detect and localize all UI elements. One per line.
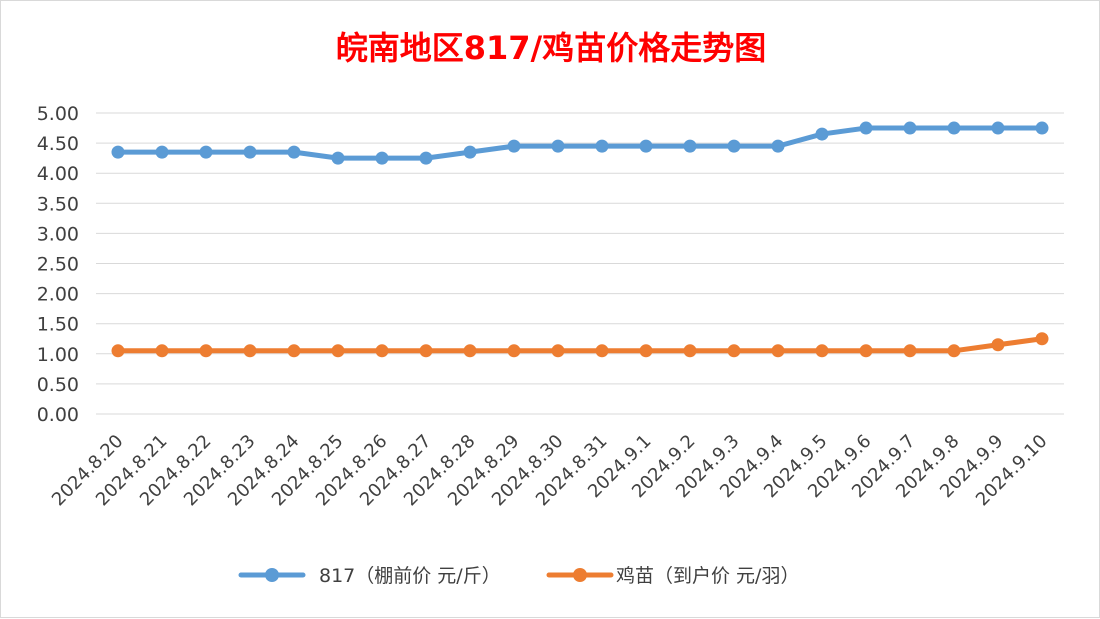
data-point — [111, 145, 125, 159]
data-point — [287, 145, 301, 159]
data-point — [639, 139, 653, 153]
data-point — [639, 344, 653, 358]
data-point — [595, 344, 609, 358]
data-point — [375, 344, 389, 358]
data-point — [771, 139, 785, 153]
data-point — [507, 139, 521, 153]
gridlines — [96, 112, 1064, 415]
data-point — [859, 121, 873, 135]
series-line — [115, 125, 1045, 161]
data-point — [727, 139, 741, 153]
data-point — [683, 139, 697, 153]
y-tick-label: 5.00 — [37, 103, 79, 125]
data-point — [815, 127, 829, 141]
y-tick-label: 1.00 — [37, 344, 79, 366]
y-tick-label: 3.00 — [37, 223, 79, 245]
data-point — [903, 121, 917, 135]
data-point — [991, 121, 1005, 135]
legend-item: 817（棚前价 元/斤） — [238, 565, 501, 587]
y-tick-label: 2.00 — [37, 284, 79, 306]
series-1 — [111, 121, 1049, 165]
data-point — [287, 344, 301, 358]
y-tick-label: 1.50 — [37, 314, 79, 336]
data-point — [111, 344, 125, 358]
data-point — [331, 344, 345, 358]
chart-title: 皖南地区817/鸡苗价格走势图 — [336, 29, 767, 67]
y-tick-label: 3.50 — [37, 193, 79, 215]
y-tick-label: 0.00 — [37, 404, 79, 426]
legend-marker — [265, 568, 279, 582]
y-tick-label: 4.50 — [37, 133, 79, 155]
data-point — [331, 151, 345, 165]
series-line — [115, 336, 1045, 354]
data-point — [727, 344, 741, 358]
legend-label: 鸡苗（到户价 元/羽） — [616, 565, 799, 587]
legend-label: 817（棚前价 元/斤） — [319, 565, 501, 587]
legend: 817（棚前价 元/斤） 鸡苗（到户价 元/羽） — [238, 565, 799, 587]
data-point — [507, 344, 521, 358]
x-axis-tick-labels: 2024.8.202024.8.212024.8.222024.8.232024… — [48, 431, 1052, 511]
data-point — [815, 344, 829, 358]
data-point — [155, 344, 169, 358]
data-point — [199, 145, 213, 159]
data-point — [683, 344, 697, 358]
data-point — [1035, 121, 1049, 135]
data-point — [903, 344, 917, 358]
data-point — [463, 145, 477, 159]
legend-item: 鸡苗（到户价 元/羽） — [546, 565, 799, 587]
data-point — [243, 145, 257, 159]
data-point — [595, 139, 609, 153]
y-tick-label: 4.00 — [37, 163, 79, 185]
data-point — [419, 344, 433, 358]
data-point — [155, 145, 169, 159]
data-point — [947, 121, 961, 135]
y-tick-label: 0.50 — [37, 374, 79, 396]
legend-marker — [573, 568, 587, 582]
y-tick-label: 2.50 — [37, 254, 79, 276]
data-point — [947, 344, 961, 358]
data-point — [419, 151, 433, 165]
y-axis-tick-labels: 0.00 0.50 1.00 1.50 2.00 2.50 3.00 3.50 4.00 4.50… — [37, 103, 79, 426]
data-point — [859, 344, 873, 358]
data-point — [1035, 332, 1049, 346]
data-point — [243, 344, 257, 358]
series-lines — [111, 121, 1049, 358]
series-2 — [111, 332, 1049, 358]
data-point — [199, 344, 213, 358]
data-point — [551, 139, 565, 153]
data-point — [463, 344, 477, 358]
data-point — [771, 344, 785, 358]
data-point — [551, 344, 565, 358]
data-point — [991, 338, 1005, 352]
data-point — [375, 151, 389, 165]
